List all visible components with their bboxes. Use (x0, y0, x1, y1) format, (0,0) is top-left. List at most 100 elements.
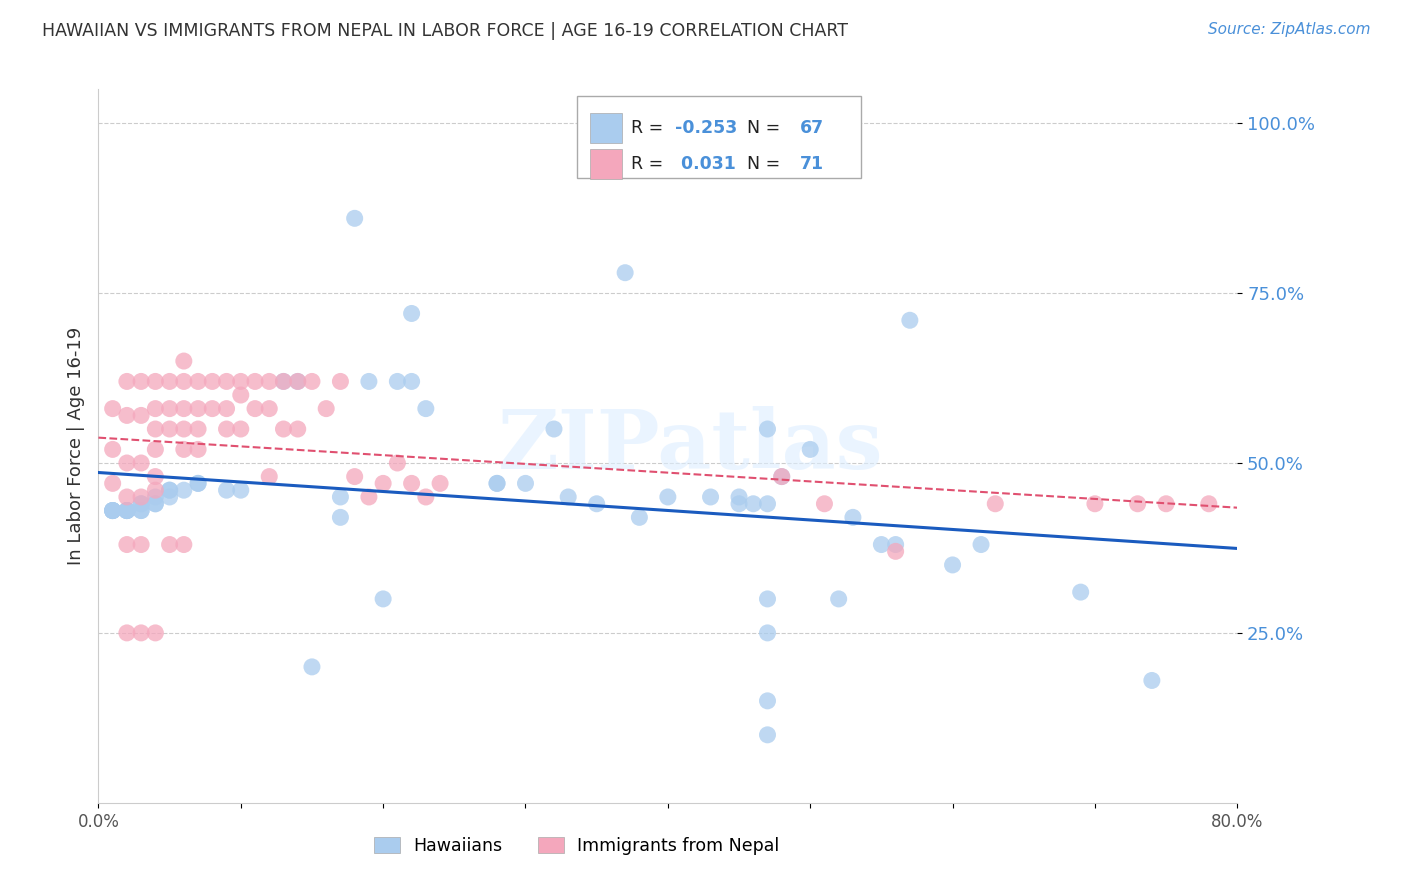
Point (756, 728, 779, 742)
Point (159, 537, 181, 551)
Point (1154, 497, 1177, 511)
Point (984, 497, 1007, 511)
Point (401, 306, 423, 320)
Point (229, 388, 252, 402)
Point (115, 537, 138, 551)
Point (1140, 673, 1163, 688)
Point (699, 490, 721, 504)
Point (870, 537, 893, 551)
Point (101, 476, 124, 491)
Point (101, 503, 124, 517)
Point (129, 375, 152, 389)
Point (770, 469, 793, 483)
Point (329, 490, 352, 504)
Bar (591, 149, 623, 178)
Point (243, 401, 266, 416)
Point (742, 497, 765, 511)
Point (159, 422, 181, 436)
Point (129, 503, 152, 517)
Point (1070, 585, 1092, 599)
Point (115, 456, 138, 470)
Point (145, 490, 167, 504)
Point (287, 375, 309, 389)
Point (173, 537, 195, 551)
Point (1126, 497, 1149, 511)
Point (129, 409, 152, 423)
Point (173, 483, 195, 498)
Point (145, 626, 167, 640)
Point (387, 456, 409, 470)
Point (101, 503, 124, 517)
Point (628, 510, 651, 524)
Point (259, 469, 281, 483)
Point (159, 483, 181, 498)
Point (173, 375, 195, 389)
Point (115, 409, 138, 423)
Point (842, 510, 865, 524)
Point (173, 422, 195, 436)
Text: R =: R = (631, 154, 669, 173)
Point (187, 476, 209, 491)
Point (187, 476, 209, 491)
Point (115, 490, 138, 504)
FancyBboxPatch shape (576, 96, 862, 178)
Point (145, 469, 167, 483)
Point (115, 503, 138, 517)
Point (373, 476, 395, 491)
Point (770, 469, 793, 483)
Point (173, 354, 195, 368)
Point (145, 497, 167, 511)
Point (543, 422, 565, 436)
Point (401, 476, 423, 491)
Point (273, 375, 295, 389)
Point (115, 375, 138, 389)
Point (129, 456, 152, 470)
Point (145, 422, 167, 436)
Point (301, 375, 323, 389)
Point (884, 537, 907, 551)
Point (756, 497, 779, 511)
Point (159, 375, 181, 389)
Point (159, 490, 181, 504)
Point (115, 626, 138, 640)
Point (357, 490, 380, 504)
Point (129, 497, 152, 511)
Point (401, 375, 423, 389)
Point (799, 442, 821, 457)
Point (657, 490, 679, 504)
Point (898, 313, 921, 327)
Point (557, 490, 579, 504)
Point (884, 544, 907, 558)
Point (756, 591, 779, 606)
Point (287, 422, 309, 436)
Point (229, 422, 252, 436)
Point (301, 660, 323, 674)
Point (187, 375, 209, 389)
Point (101, 442, 124, 457)
Point (145, 375, 167, 389)
Point (215, 401, 238, 416)
Point (115, 503, 138, 517)
Point (115, 503, 138, 517)
Point (101, 503, 124, 517)
Point (259, 401, 281, 416)
Point (1198, 497, 1220, 511)
Text: ZIPatlas: ZIPatlas (498, 406, 883, 486)
Point (728, 490, 751, 504)
Point (129, 490, 152, 504)
Point (415, 401, 437, 416)
Text: HAWAIIAN VS IMMIGRANTS FROM NEPAL IN LABOR FORCE | AGE 16-19 CORRELATION CHART: HAWAIIAN VS IMMIGRANTS FROM NEPAL IN LAB… (42, 22, 848, 40)
Point (187, 442, 209, 457)
Point (243, 375, 266, 389)
Point (329, 510, 352, 524)
Point (115, 503, 138, 517)
Point (614, 266, 637, 280)
Point (201, 375, 224, 389)
Point (273, 375, 295, 389)
Point (145, 401, 167, 416)
Point (387, 375, 409, 389)
Point (343, 469, 366, 483)
Point (415, 490, 437, 504)
Point (287, 375, 309, 389)
Point (201, 401, 224, 416)
